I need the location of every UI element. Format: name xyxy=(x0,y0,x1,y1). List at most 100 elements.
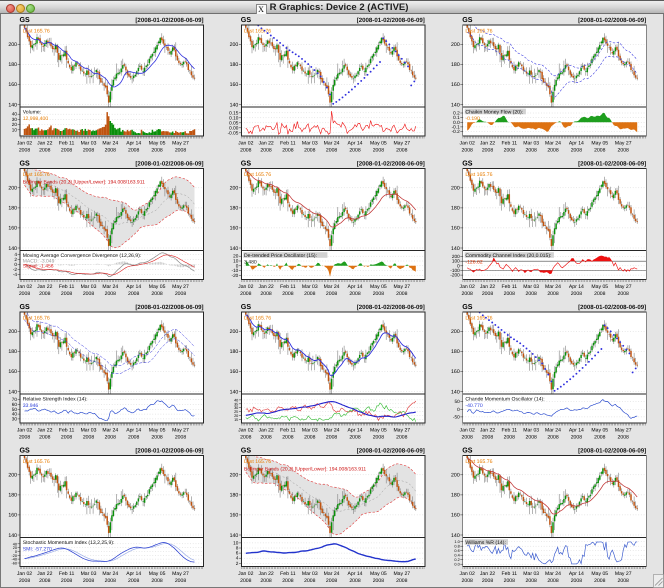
svg-text:140: 140 xyxy=(8,246,17,252)
svg-text:2008: 2008 xyxy=(396,147,407,153)
svg-text:Mar 03: Mar 03 xyxy=(81,571,97,577)
svg-text:2008: 2008 xyxy=(282,434,293,440)
svg-text:2008: 2008 xyxy=(526,434,537,440)
svg-text:180: 180 xyxy=(8,493,17,499)
svg-text:Apr 14: Apr 14 xyxy=(347,141,362,147)
svg-text:0: 0 xyxy=(15,550,17,554)
svg-text:180: 180 xyxy=(230,206,239,212)
svg-text:2008: 2008 xyxy=(373,147,384,153)
svg-text:160: 160 xyxy=(230,226,239,232)
svg-text:2008: 2008 xyxy=(151,434,162,440)
svg-text:2008: 2008 xyxy=(260,291,271,297)
svg-text:2008: 2008 xyxy=(594,434,605,440)
svg-text:2008: 2008 xyxy=(462,434,473,440)
svg-text:Jan 02: Jan 02 xyxy=(460,284,475,290)
svg-text:Feb 11: Feb 11 xyxy=(59,428,75,434)
svg-text:200: 200 xyxy=(230,473,239,479)
svg-text:2008: 2008 xyxy=(462,147,473,153)
svg-text:2008: 2008 xyxy=(61,147,72,153)
svg-text:160: 160 xyxy=(8,226,17,232)
svg-text:2008: 2008 xyxy=(128,147,139,153)
svg-text:Mar 03: Mar 03 xyxy=(81,141,97,147)
svg-text:May 05: May 05 xyxy=(591,571,608,577)
svg-text:2008: 2008 xyxy=(175,578,186,584)
svg-text:0.00: 0.00 xyxy=(229,125,239,130)
svg-text:2008: 2008 xyxy=(19,291,30,297)
svg-text:Jan 02: Jan 02 xyxy=(238,428,253,434)
svg-text:8: 8 xyxy=(236,546,239,551)
svg-text:[2008-01-02/2008-06-09]: [2008-01-02/2008-06-09] xyxy=(578,17,646,24)
svg-text:2008: 2008 xyxy=(547,434,558,440)
svg-text:GS: GS xyxy=(20,160,31,168)
svg-text:Jan 22: Jan 22 xyxy=(480,571,495,577)
svg-text:2008: 2008 xyxy=(504,578,515,584)
svg-text:Last 165.76: Last 165.76 xyxy=(23,172,50,178)
svg-text:180: 180 xyxy=(8,349,17,355)
svg-text:200: 200 xyxy=(452,254,460,259)
svg-text:20: 20 xyxy=(13,546,17,550)
svg-text:Last 165.76: Last 165.76 xyxy=(465,172,492,178)
svg-text:Feb 11: Feb 11 xyxy=(59,141,75,147)
svg-text:0: 0 xyxy=(236,263,239,268)
svg-text:Jan 22: Jan 22 xyxy=(258,428,273,434)
svg-text:Chande Momentum Oscillator (14: Chande Momentum Oscillator (14): xyxy=(465,397,544,403)
svg-text:2008: 2008 xyxy=(526,147,537,153)
svg-text:2008: 2008 xyxy=(462,578,473,584)
svg-text:-40.770: -40.770 xyxy=(465,403,482,409)
svg-text:Last 165.76: Last 165.76 xyxy=(244,459,271,465)
svg-text:Last 165.76: Last 165.76 xyxy=(23,316,50,322)
svg-text:[2008-01-02/2008-06-09]: [2008-01-02/2008-06-09] xyxy=(357,304,425,311)
svg-text:GS: GS xyxy=(462,16,473,24)
svg-text:25: 25 xyxy=(234,410,238,414)
svg-text:0.15: 0.15 xyxy=(229,110,239,115)
svg-text:2008: 2008 xyxy=(594,147,605,153)
svg-text:Jan 02: Jan 02 xyxy=(17,428,32,434)
svg-text:2008: 2008 xyxy=(151,578,162,584)
svg-text:30: 30 xyxy=(12,416,18,421)
svg-text:2008: 2008 xyxy=(260,578,271,584)
svg-text:Apr 14: Apr 14 xyxy=(126,428,141,434)
svg-text:Mar 03: Mar 03 xyxy=(302,141,318,147)
svg-text:May 27: May 27 xyxy=(615,141,632,147)
svg-text:2008: 2008 xyxy=(618,291,629,297)
svg-text:2008: 2008 xyxy=(39,578,50,584)
svg-text:[2008-01-02/2008-06-09]: [2008-01-02/2008-06-09] xyxy=(135,448,203,455)
svg-text:30: 30 xyxy=(12,117,18,122)
svg-text:Apr 14: Apr 14 xyxy=(347,571,362,577)
svg-text:Apr 14: Apr 14 xyxy=(569,428,584,434)
svg-text:200: 200 xyxy=(230,329,239,335)
svg-text:Jan 02: Jan 02 xyxy=(460,141,475,147)
svg-text:Bollinger Bands (20,2) [Upper/: Bollinger Bands (20,2) [Upper/Lower]: 19… xyxy=(244,466,366,472)
svg-text:10: 10 xyxy=(233,540,239,545)
svg-text:160: 160 xyxy=(451,226,460,232)
svg-text:May 05: May 05 xyxy=(591,141,608,147)
svg-text:40: 40 xyxy=(234,398,238,402)
svg-text:Jan 02: Jan 02 xyxy=(460,428,475,434)
svg-text:2008: 2008 xyxy=(61,578,72,584)
svg-text:200: 200 xyxy=(451,329,460,335)
svg-text:2008: 2008 xyxy=(526,578,537,584)
svg-text:Last 165.76: Last 165.76 xyxy=(23,29,50,35)
svg-text:12,998,400: 12,998,400 xyxy=(23,116,49,122)
svg-text:Apr 14: Apr 14 xyxy=(569,141,584,147)
svg-text:[2008-01-02/2008-06-09]: [2008-01-02/2008-06-09] xyxy=(357,161,425,168)
svg-text:0.1: 0.1 xyxy=(453,115,460,120)
svg-text:200: 200 xyxy=(230,186,239,192)
svg-text:0.4: 0.4 xyxy=(454,554,459,558)
svg-text:Jan 02: Jan 02 xyxy=(17,284,32,290)
svg-text:-0.190: -0.190 xyxy=(465,116,480,122)
svg-text:Mar 24: Mar 24 xyxy=(102,428,118,434)
svg-text:2008: 2008 xyxy=(304,434,315,440)
svg-text:2008: 2008 xyxy=(349,434,360,440)
svg-text:2008: 2008 xyxy=(175,147,186,153)
svg-text:2008: 2008 xyxy=(547,578,558,584)
svg-text:GS: GS xyxy=(462,303,473,311)
svg-text:[2008-01-02/2008-06-09]: [2008-01-02/2008-06-09] xyxy=(135,304,203,311)
svg-text:2008: 2008 xyxy=(39,291,50,297)
svg-text:Jan 02: Jan 02 xyxy=(460,571,475,577)
svg-text:May 27: May 27 xyxy=(393,571,410,577)
svg-text:GS: GS xyxy=(462,160,473,168)
svg-text:2008: 2008 xyxy=(504,291,515,297)
svg-text:Jan 22: Jan 22 xyxy=(258,141,273,147)
svg-text:[2008-01-02/2008-06-09]: [2008-01-02/2008-06-09] xyxy=(357,448,425,455)
